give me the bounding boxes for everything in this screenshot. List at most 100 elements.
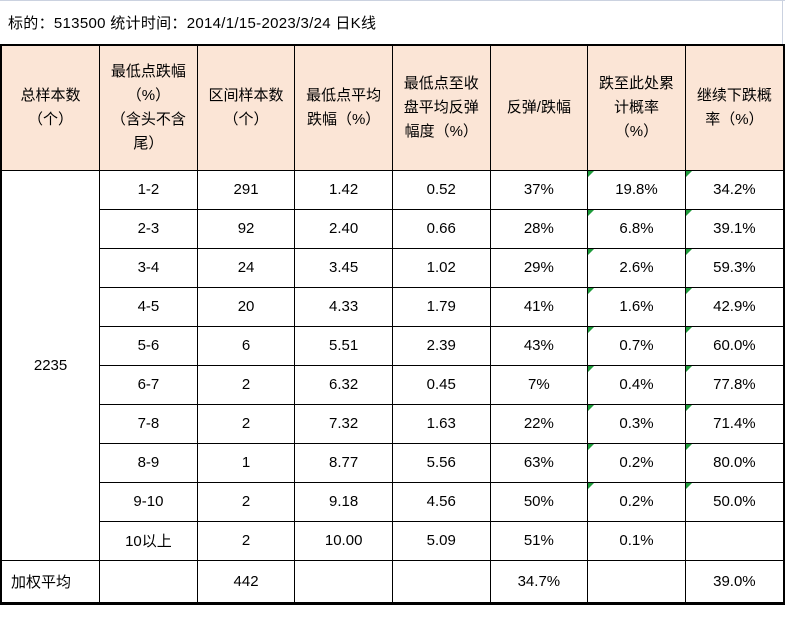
cell-cont_prob[interactable]: 42.9% <box>684 286 785 327</box>
cell-range[interactable]: 7-8 <box>99 403 198 444</box>
cell-count[interactable]: 291 <box>196 169 296 210</box>
cell-cont_prob[interactable]: 39.1% <box>684 208 785 249</box>
cell-cont_prob[interactable]: 77.8% <box>684 364 785 405</box>
cell-cum_prob[interactable]: 0.2% <box>587 442 686 483</box>
cell-avg_drop[interactable]: 1.42 <box>294 169 393 210</box>
cell-ratio[interactable]: 41% <box>489 286 589 327</box>
cell-range[interactable]: 2-3 <box>99 208 198 249</box>
cell-rebound[interactable]: 2.39 <box>391 325 491 366</box>
table-row: 2235 1-2 291 1.42 0.52 37% 19.8% 34.2% <box>0 169 785 561</box>
table-row: 6-7 2 6.32 0.45 7% 0.4% 77.8% <box>1 364 785 405</box>
cell-count[interactable]: 24 <box>196 247 296 288</box>
footer-empty-cell[interactable] <box>391 559 491 604</box>
cell-range[interactable]: 6-7 <box>99 364 198 405</box>
cell-cont_prob[interactable]: 60.0% <box>684 325 785 366</box>
column-header-1[interactable]: 总样本数 （个） <box>0 44 101 171</box>
cell-ratio[interactable]: 37% <box>489 169 589 210</box>
table-body: 2235 1-2 291 1.42 0.52 37% 19.8% 34.2% 2-3 92 2.40… <box>0 169 785 561</box>
cell-rebound[interactable]: 1.63 <box>391 403 491 444</box>
table-row: 4-5 20 4.33 1.79 41% 1.6% 42.9% <box>1 286 785 327</box>
footer-cont-prob-cell[interactable]: 39.0% <box>684 559 785 604</box>
footer-label-cell[interactable]: 加权平均 <box>0 559 101 604</box>
cell-count[interactable]: 92 <box>196 208 296 249</box>
column-header-7[interactable]: 跌至此处累 计概率 （%） <box>587 44 686 171</box>
cell-cont_prob[interactable] <box>684 520 785 561</box>
cell-range[interactable]: 5-6 <box>99 325 198 366</box>
cell-rebound[interactable]: 5.56 <box>391 442 491 483</box>
cell-ratio[interactable]: 50% <box>489 481 589 522</box>
column-header-8[interactable]: 继续下跌概 率（%） <box>684 44 785 171</box>
cell-count[interactable]: 6 <box>196 325 296 366</box>
cell-range[interactable]: 3-4 <box>99 247 198 288</box>
cell-ratio[interactable]: 28% <box>489 208 589 249</box>
cell-avg_drop[interactable]: 4.33 <box>294 286 393 327</box>
cell-cont_prob[interactable]: 59.3% <box>684 247 785 288</box>
column-header-5[interactable]: 最低点至收 盘平均反弹 幅度（%） <box>391 44 491 171</box>
cell-range[interactable]: 4-5 <box>99 286 198 327</box>
cell-range[interactable]: 9-10 <box>99 481 198 522</box>
cell-rebound[interactable]: 0.52 <box>391 169 491 210</box>
cell-avg_drop[interactable]: 6.32 <box>294 364 393 405</box>
cell-avg_drop[interactable]: 7.32 <box>294 403 393 444</box>
footer-row: 加权平均 442 34.7% 39.0% <box>0 559 785 604</box>
table-row: 3-4 24 3.45 1.02 29% 2.6% 59.3% <box>1 247 785 288</box>
column-header-6[interactable]: 反弹/跌幅 <box>489 44 589 171</box>
cell-count[interactable]: 20 <box>196 286 296 327</box>
cell-avg_drop[interactable]: 8.77 <box>294 442 393 483</box>
cell-rebound[interactable]: 0.66 <box>391 208 491 249</box>
cell-count[interactable]: 2 <box>196 364 296 405</box>
cell-avg_drop[interactable]: 2.40 <box>294 208 393 249</box>
cell-rebound[interactable]: 1.79 <box>391 286 491 327</box>
table-row: 7-8 2 7.32 1.63 22% 0.3% 71.4% <box>1 403 785 444</box>
cell-rebound[interactable]: 5.09 <box>391 520 491 561</box>
footer-count-cell[interactable]: 442 <box>196 559 296 604</box>
cell-cont_prob[interactable]: 71.4% <box>684 403 785 444</box>
cell-cum_prob[interactable]: 1.6% <box>587 286 686 327</box>
cell-avg_drop[interactable]: 10.00 <box>294 520 393 561</box>
table-row: 10以上 2 10.00 5.09 51% 0.1% <box>1 520 785 561</box>
cell-cont_prob[interactable]: 50.0% <box>684 481 785 522</box>
cell-cum_prob[interactable]: 0.2% <box>587 481 686 522</box>
cell-ratio[interactable]: 22% <box>489 403 589 444</box>
cell-count[interactable]: 2 <box>196 403 296 444</box>
cell-cum_prob[interactable]: 0.4% <box>587 364 686 405</box>
cell-count[interactable]: 1 <box>196 442 296 483</box>
cell-range[interactable]: 1-2 <box>99 169 198 210</box>
footer-empty-cell[interactable] <box>587 559 686 604</box>
cell-range[interactable]: 10以上 <box>99 520 198 561</box>
cell-ratio[interactable]: 29% <box>489 247 589 288</box>
cell-rebound[interactable]: 1.02 <box>391 247 491 288</box>
footer-ratio-cell[interactable]: 34.7% <box>489 559 589 604</box>
cell-cum_prob[interactable]: 0.3% <box>587 403 686 444</box>
column-header-4[interactable]: 最低点平均 跌幅（%） <box>294 44 393 171</box>
cell-cont_prob[interactable]: 34.2% <box>684 169 785 210</box>
cell-ratio[interactable]: 43% <box>489 325 589 366</box>
cell-count[interactable]: 2 <box>196 481 296 522</box>
footer-empty-cell[interactable] <box>99 559 198 604</box>
cell-avg_drop[interactable]: 3.45 <box>294 247 393 288</box>
cell-count[interactable]: 2 <box>196 520 296 561</box>
cell-ratio[interactable]: 51% <box>489 520 589 561</box>
sheet-title: 标的：513500 统计时间：2014/1/15-2023/3/24 日K线 <box>0 1 785 44</box>
total-samples-cell[interactable]: 2235 <box>0 169 101 561</box>
stats-table: 总样本数 （个） 最低点跌幅 （%） （含头不含 尾） 区间样本数 （个） 最低点平均… <box>0 44 785 605</box>
footer-empty-cell[interactable] <box>294 559 393 604</box>
cell-cum_prob[interactable]: 0.7% <box>587 325 686 366</box>
cell-ratio[interactable]: 7% <box>489 364 589 405</box>
cell-cum_prob[interactable]: 6.8% <box>587 208 686 249</box>
cell-avg_drop[interactable]: 5.51 <box>294 325 393 366</box>
column-header-2[interactable]: 最低点跌幅 （%） （含头不含 尾） <box>99 44 198 171</box>
cell-cum_prob[interactable]: 0.1% <box>587 520 686 561</box>
cell-rebound[interactable]: 0.45 <box>391 364 491 405</box>
column-header-3[interactable]: 区间样本数 （个） <box>196 44 296 171</box>
cell-cum_prob[interactable]: 19.8% <box>587 169 686 210</box>
cell-ratio[interactable]: 63% <box>489 442 589 483</box>
table-row: 5-6 6 5.51 2.39 43% 0.7% 60.0% <box>1 325 785 366</box>
cell-cum_prob[interactable]: 2.6% <box>587 247 686 288</box>
cell-avg_drop[interactable]: 9.18 <box>294 481 393 522</box>
cell-cont_prob[interactable]: 80.0% <box>684 442 785 483</box>
header-row: 总样本数 （个） 最低点跌幅 （%） （含头不含 尾） 区间样本数 （个） 最低点平均… <box>0 44 785 171</box>
cell-range[interactable]: 8-9 <box>99 442 198 483</box>
cell-rebound[interactable]: 4.56 <box>391 481 491 522</box>
